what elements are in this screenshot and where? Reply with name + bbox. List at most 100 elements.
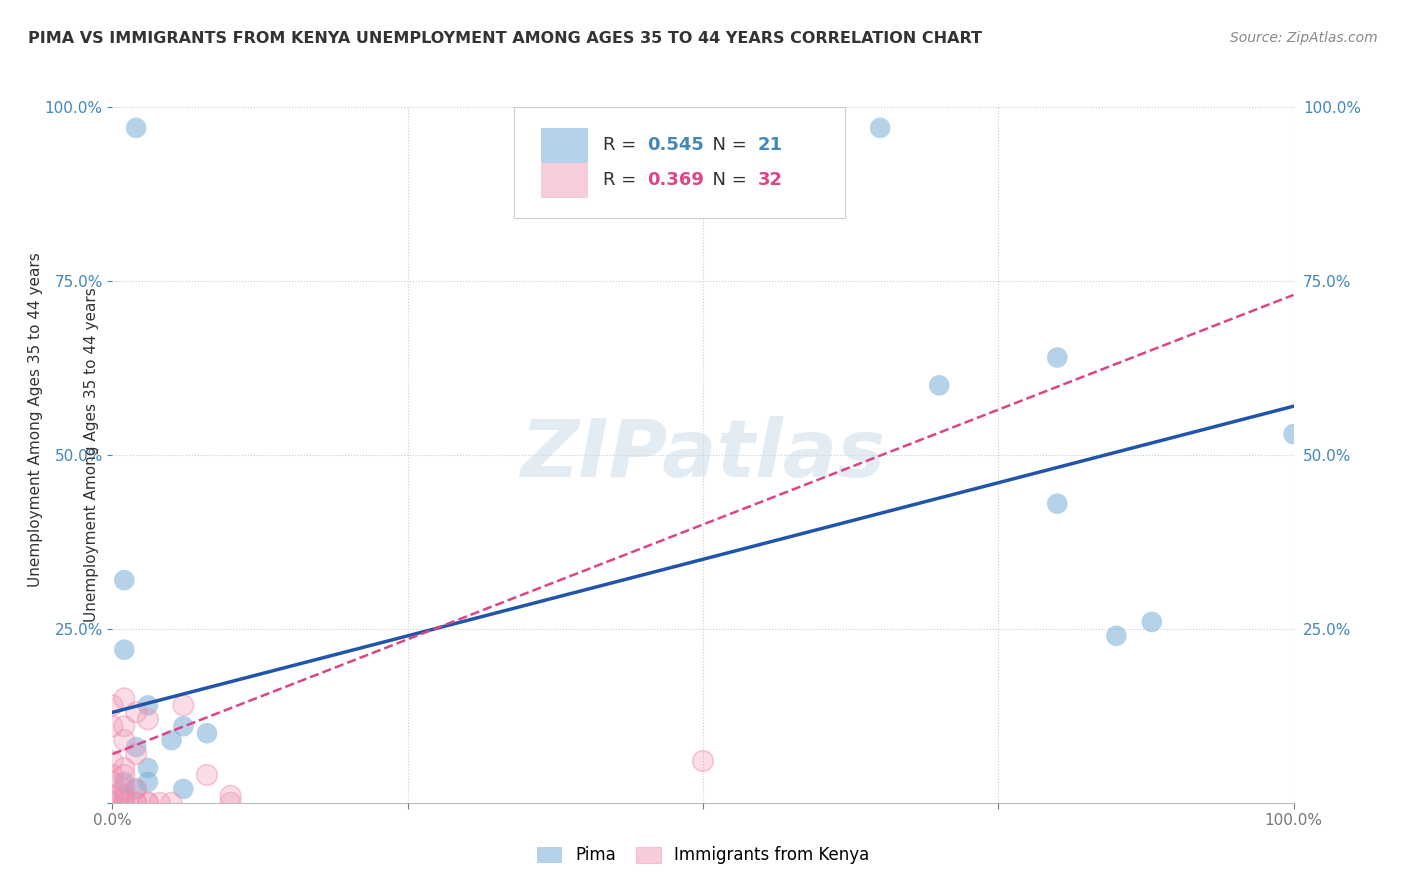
Point	[160, 733, 183, 747]
Point	[112, 719, 135, 733]
Point	[112, 789, 135, 803]
Point	[125, 796, 148, 810]
Point	[112, 573, 135, 587]
Point	[112, 789, 135, 803]
Point	[1046, 497, 1069, 511]
Text: PIMA VS IMMIGRANTS FROM KENYA UNEMPLOYMENT AMONG AGES 35 TO 44 YEARS CORRELATION: PIMA VS IMMIGRANTS FROM KENYA UNEMPLOYME…	[28, 31, 983, 46]
Point	[125, 740, 148, 755]
Text: 0.545: 0.545	[648, 136, 704, 154]
Point	[125, 781, 148, 796]
Point	[101, 768, 124, 782]
Point	[125, 796, 148, 810]
Point	[136, 796, 159, 810]
Point	[112, 719, 135, 733]
Point	[136, 712, 159, 726]
Text: N =: N =	[700, 136, 752, 154]
Point	[101, 754, 124, 768]
Point	[1105, 629, 1128, 643]
Legend: Pima, Immigrants from Kenya: Pima, Immigrants from Kenya	[530, 839, 876, 871]
Point	[101, 698, 124, 713]
Point	[101, 775, 124, 789]
Point	[125, 781, 148, 796]
Point	[928, 378, 950, 392]
Point	[112, 796, 135, 810]
Point	[101, 719, 124, 733]
Point	[160, 796, 183, 810]
Point	[112, 761, 135, 775]
Text: R =: R =	[603, 136, 641, 154]
Point	[195, 768, 218, 782]
Point	[101, 754, 124, 768]
Point	[1282, 427, 1305, 442]
Point	[125, 747, 148, 761]
Point	[136, 775, 159, 789]
Point	[112, 796, 135, 810]
Point	[101, 719, 124, 733]
Point	[125, 796, 148, 810]
Point	[125, 706, 148, 720]
Point	[112, 733, 135, 747]
Text: R =: R =	[603, 171, 641, 189]
Point	[112, 768, 135, 782]
Text: 32: 32	[758, 171, 782, 189]
FancyBboxPatch shape	[541, 128, 588, 162]
Point	[172, 719, 194, 733]
Point	[125, 747, 148, 761]
Point	[112, 642, 135, 657]
Point	[112, 733, 135, 747]
Point	[692, 754, 714, 768]
Point	[125, 796, 148, 810]
Point	[112, 796, 135, 810]
Point	[219, 789, 242, 803]
Text: ZIPatlas: ZIPatlas	[520, 416, 886, 494]
Point	[125, 706, 148, 720]
Point	[219, 796, 242, 810]
Point	[112, 775, 135, 789]
Text: 0.369: 0.369	[648, 171, 704, 189]
Point	[1046, 351, 1069, 365]
Point	[692, 754, 714, 768]
Point	[136, 712, 159, 726]
Point	[195, 768, 218, 782]
Point	[101, 775, 124, 789]
Point	[149, 796, 172, 810]
Point	[172, 781, 194, 796]
Point	[172, 698, 194, 713]
FancyBboxPatch shape	[541, 163, 588, 197]
Point	[112, 761, 135, 775]
Point	[136, 698, 159, 713]
Point	[101, 789, 124, 803]
Text: 21: 21	[758, 136, 782, 154]
Point	[125, 781, 148, 796]
Point	[149, 796, 172, 810]
Point	[112, 781, 135, 796]
Point	[112, 691, 135, 706]
Point	[112, 768, 135, 782]
Point	[136, 796, 159, 810]
Point	[125, 120, 148, 135]
Text: Unemployment Among Ages 35 to 44 years: Unemployment Among Ages 35 to 44 years	[28, 252, 42, 587]
Point	[112, 796, 135, 810]
Text: Source: ZipAtlas.com: Source: ZipAtlas.com	[1230, 31, 1378, 45]
Point	[160, 796, 183, 810]
Point	[101, 796, 124, 810]
Point	[112, 781, 135, 796]
Point	[101, 789, 124, 803]
Point	[136, 761, 159, 775]
Point	[1140, 615, 1163, 629]
Point	[195, 726, 218, 740]
Point	[101, 796, 124, 810]
Point	[101, 789, 124, 803]
Point	[172, 698, 194, 713]
Point	[101, 768, 124, 782]
Point	[101, 698, 124, 713]
Point	[219, 789, 242, 803]
Point	[112, 691, 135, 706]
FancyBboxPatch shape	[515, 107, 845, 219]
Point	[136, 796, 159, 810]
Y-axis label: Unemployment Among Ages 35 to 44 years: Unemployment Among Ages 35 to 44 years	[83, 287, 98, 623]
Point	[136, 796, 159, 810]
Point	[101, 789, 124, 803]
Point	[219, 796, 242, 810]
Point	[112, 789, 135, 803]
